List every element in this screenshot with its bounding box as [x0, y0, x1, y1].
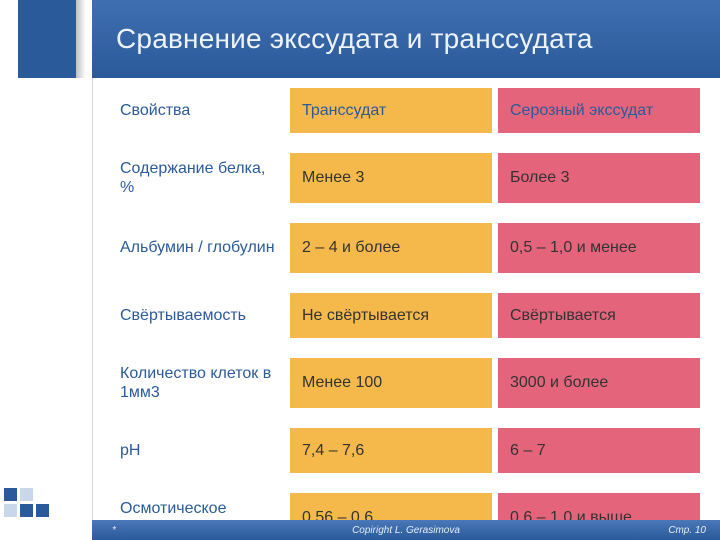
vertical-divider [92, 0, 93, 540]
corner-squares-icon [4, 488, 64, 522]
row-val-a: 7,4 – 7,6 [290, 428, 492, 473]
slide-header: Сравнение экссудата и транссудата [92, 0, 720, 78]
row-prop: pH [120, 428, 290, 473]
row-prop: Свёртываемость [120, 293, 290, 338]
row-val-a: Менее 100 [290, 358, 492, 408]
row-val-b: 3000 и более [498, 358, 700, 408]
row-val-a: Не свёртывается [290, 293, 492, 338]
row-val-b: Более 3 [498, 153, 700, 203]
slide: Сравнение экссудата и транссудата Свойст… [0, 0, 720, 540]
slide-title: Сравнение экссудата и транссудата [116, 23, 593, 55]
footer-paging: Стр. 10 [668, 525, 706, 536]
comparison-table: Свойства Транссудат Серозный экссудат Со… [120, 88, 700, 540]
strip-blue-block [18, 0, 76, 78]
table-row: Альбумин / глобулин 2 – 4 и более 0,5 – … [120, 223, 700, 273]
row-val-b: Свёртывается [498, 293, 700, 338]
row-val-b: 0,5 – 1,0 и менее [498, 223, 700, 273]
col-header-b: Серозный экссудат [498, 88, 700, 133]
table-header-row: Свойства Транссудат Серозный экссудат [120, 88, 700, 133]
row-prop: Альбумин / глобулин [120, 223, 290, 273]
row-prop: Количество клеток в 1мм3 [120, 358, 290, 408]
table-row: pH 7,4 – 7,6 6 – 7 [120, 428, 700, 473]
page-number: 10 [695, 525, 706, 536]
strip-shadow [76, 0, 86, 78]
footer-asterisk: * [112, 525, 116, 536]
left-decor-strip [0, 0, 92, 540]
table-row: Содержание белка, % Менее 3 Более 3 [120, 153, 700, 203]
slide-footer: * Copiright L. Gerasimova Стр. 10 [92, 520, 720, 540]
footer-copyright: Copiright L. Gerasimova [352, 525, 460, 536]
row-val-a: 2 – 4 и более [290, 223, 492, 273]
page-label: Стр. [668, 525, 692, 536]
col-header-a: Транссудат [290, 88, 492, 133]
table-row: Количество клеток в 1мм3 Менее 100 3000 … [120, 358, 700, 408]
col-header-property: Свойства [120, 88, 290, 133]
row-prop: Содержание белка, % [120, 153, 290, 203]
row-val-a: Менее 3 [290, 153, 492, 203]
row-val-b: 6 – 7 [498, 428, 700, 473]
table-row: Свёртываемость Не свёртывается Свёртывае… [120, 293, 700, 338]
